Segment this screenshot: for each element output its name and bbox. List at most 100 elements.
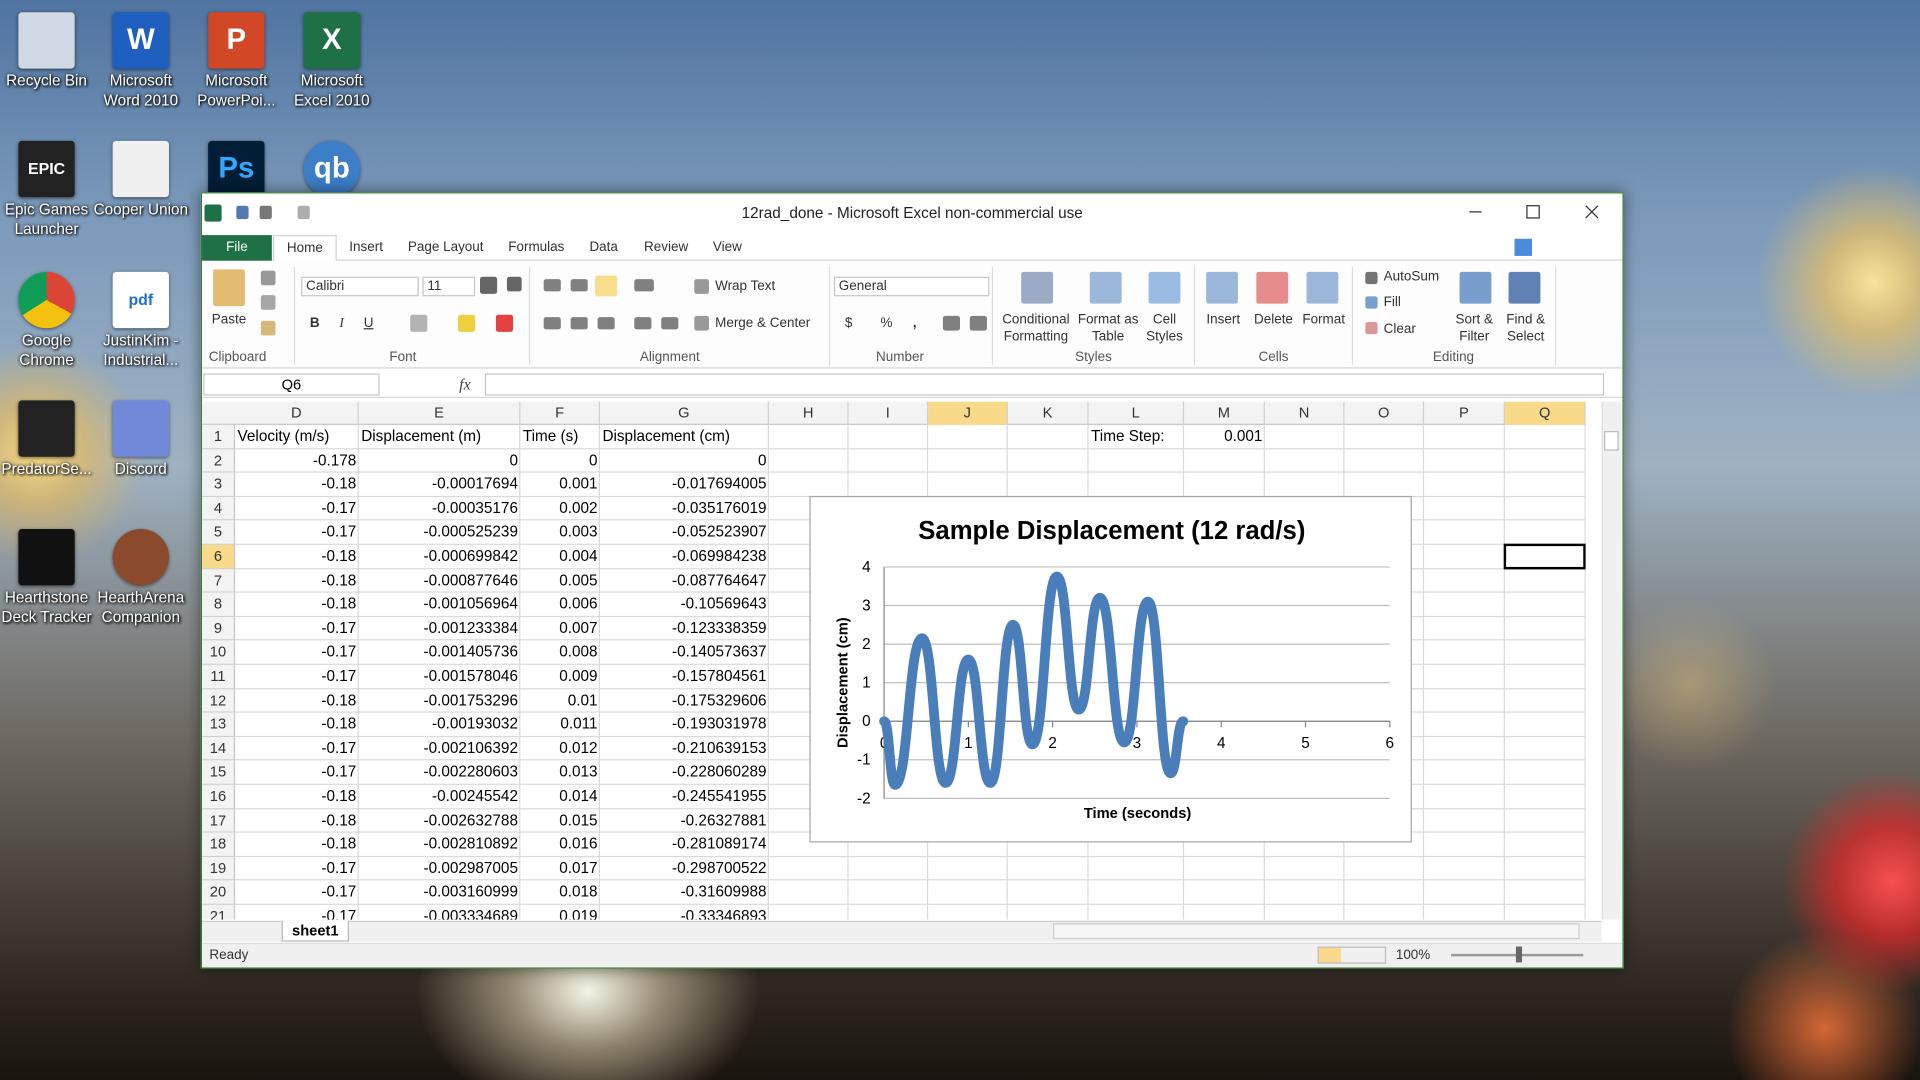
desktop-icon[interactable]: [18, 271, 75, 329]
ribbon-tab[interactable]: View: [712, 240, 742, 255]
ribbon-sort-filter[interactable]: Sort & Filter: [1455, 312, 1493, 345]
ribbon-currency[interactable]: $: [844, 315, 853, 331]
ribbon-icon[interactable]: [634, 317, 652, 330]
scroll-thumb[interactable]: [1604, 431, 1619, 451]
cell[interactable]: -0.18: [321, 547, 357, 565]
column-header[interactable]: P: [1424, 401, 1505, 425]
column-header[interactable]: O: [1344, 401, 1425, 425]
desktop-icon[interactable]: [112, 400, 169, 457]
cell[interactable]: 0.018: [559, 883, 598, 901]
row-header[interactable]: 18: [202, 832, 236, 857]
cell[interactable]: 0.013: [559, 763, 598, 781]
desktop-icon-label[interactable]: PredatorSe...: [1, 460, 92, 478]
column-header[interactable]: F: [520, 401, 601, 425]
column-header[interactable]: D: [235, 401, 359, 425]
desktop-icon[interactable]: X: [303, 12, 361, 69]
cell[interactable]: -0.17: [321, 523, 357, 541]
ribbon-icon[interactable]: [495, 314, 514, 332]
row-header[interactable]: 1: [202, 424, 236, 449]
horizontal-scrollbar[interactable]: [1053, 923, 1580, 940]
cell[interactable]: -0.140573637: [672, 643, 767, 661]
cell[interactable]: -0.002810892: [423, 835, 518, 853]
ribbon-icon[interactable]: [597, 317, 615, 330]
desktop-icon[interactable]: [18, 528, 75, 586]
cell[interactable]: -0.17: [321, 667, 357, 685]
ribbon-icon[interactable]: [969, 315, 987, 331]
ribbon-paste[interactable]: Paste: [211, 312, 247, 327]
ribbon-conditional-formatting[interactable]: Conditional Formatting: [1002, 312, 1070, 345]
desktop-icon-label[interactable]: JustinKim - Industrial...: [102, 331, 179, 369]
ribbon-italic[interactable]: I: [339, 315, 344, 331]
ribbon-icon[interactable]: [260, 295, 276, 310]
cell[interactable]: -0.000699842: [423, 547, 518, 565]
column-header[interactable]: N: [1265, 401, 1345, 425]
column-header[interactable]: L: [1089, 401, 1185, 425]
cell[interactable]: 0.016: [559, 835, 598, 853]
cell[interactable]: 0.01: [567, 691, 598, 709]
vertical-scrollbar[interactable]: [1601, 401, 1622, 920]
desktop-icon-label[interactable]: Discord: [114, 460, 167, 478]
cell[interactable]: -0.001233384: [423, 619, 518, 637]
ribbon-icon[interactable]: [213, 269, 245, 307]
cell[interactable]: 0.014: [559, 787, 598, 805]
cell[interactable]: -0.00193032: [431, 715, 518, 733]
cell[interactable]: 0.009: [559, 667, 598, 685]
cell[interactable]: -0.245541955: [672, 787, 767, 805]
cell[interactable]: -0.17: [321, 883, 357, 901]
cell[interactable]: -0.001405736: [423, 643, 518, 661]
zoom-thumb[interactable]: [1515, 946, 1523, 963]
cell[interactable]: -0.001056964: [423, 595, 518, 613]
cell[interactable]: -0.17: [321, 619, 357, 637]
cell[interactable]: 0.019: [559, 907, 598, 920]
ribbon-bold[interactable]: B: [309, 315, 320, 331]
row-header[interactable]: 4: [202, 496, 236, 521]
cell[interactable]: -0.17: [321, 499, 357, 517]
ribbon-icon[interactable]: [694, 279, 709, 294]
column-header[interactable]: J: [928, 401, 1008, 425]
ribbon-icon[interactable]: [410, 314, 428, 332]
ribbon-icon[interactable]: [942, 315, 961, 331]
cell[interactable]: -0.18: [321, 787, 357, 805]
row-header[interactable]: 17: [202, 808, 236, 833]
cell[interactable]: -0.18: [321, 835, 357, 853]
ribbon-font-size[interactable]: 11: [422, 276, 476, 297]
cell[interactable]: -0.18: [321, 811, 357, 829]
cell[interactable]: 0.008: [559, 643, 598, 661]
ribbon-comma[interactable]: ,: [912, 315, 917, 331]
ribbon-icon[interactable]: [1089, 271, 1122, 304]
cell[interactable]: Velocity (m/s): [237, 427, 330, 445]
ribbon-icon[interactable]: [1459, 271, 1492, 304]
cell[interactable]: -0.298700522: [672, 859, 767, 877]
cell[interactable]: -0.002106392: [423, 739, 518, 757]
cell[interactable]: -0.17: [321, 907, 357, 920]
window-controls[interactable]: [1457, 198, 1616, 225]
ribbon-delete[interactable]: Delete: [1253, 312, 1293, 327]
desktop-icon[interactable]: [18, 12, 75, 69]
cell[interactable]: 0.012: [559, 739, 598, 757]
desktop-icon[interactable]: [112, 528, 169, 586]
cell[interactable]: -0.17: [321, 739, 357, 757]
desktop-icon[interactable]: EPIC: [18, 140, 75, 198]
cell[interactable]: -0.003334689: [423, 907, 518, 920]
ribbon-icon[interactable]: [661, 317, 679, 330]
desktop-icon-label[interactable]: HearthArena Companion: [97, 588, 185, 626]
desktop-icon-label[interactable]: Recycle Bin: [6, 72, 87, 90]
cell[interactable]: 0.003: [559, 523, 598, 541]
ribbon-format[interactable]: Format: [1302, 312, 1346, 327]
zoom-level[interactable]: 100%: [1395, 947, 1431, 963]
cell[interactable]: -0.193031978: [672, 715, 767, 733]
cell[interactable]: -0.26327881: [680, 811, 767, 829]
cell[interactable]: -0.017694005: [672, 475, 767, 493]
row-header[interactable]: 10: [202, 640, 236, 665]
row-header[interactable]: 6: [202, 544, 236, 569]
cell[interactable]: Time (s): [522, 427, 579, 445]
cell[interactable]: -0.17: [321, 859, 357, 877]
desktop-icon[interactable]: W: [112, 12, 169, 69]
cell[interactable]: 0.001: [1224, 427, 1263, 445]
cell[interactable]: 0.002: [559, 499, 598, 517]
ribbon-format-as-table[interactable]: Format as Table: [1077, 312, 1139, 345]
column-header[interactable]: M: [1184, 401, 1265, 425]
row-header[interactable]: 19: [202, 856, 236, 881]
cell[interactable]: 0.011: [560, 715, 598, 733]
ribbon-icon[interactable]: [595, 275, 618, 297]
